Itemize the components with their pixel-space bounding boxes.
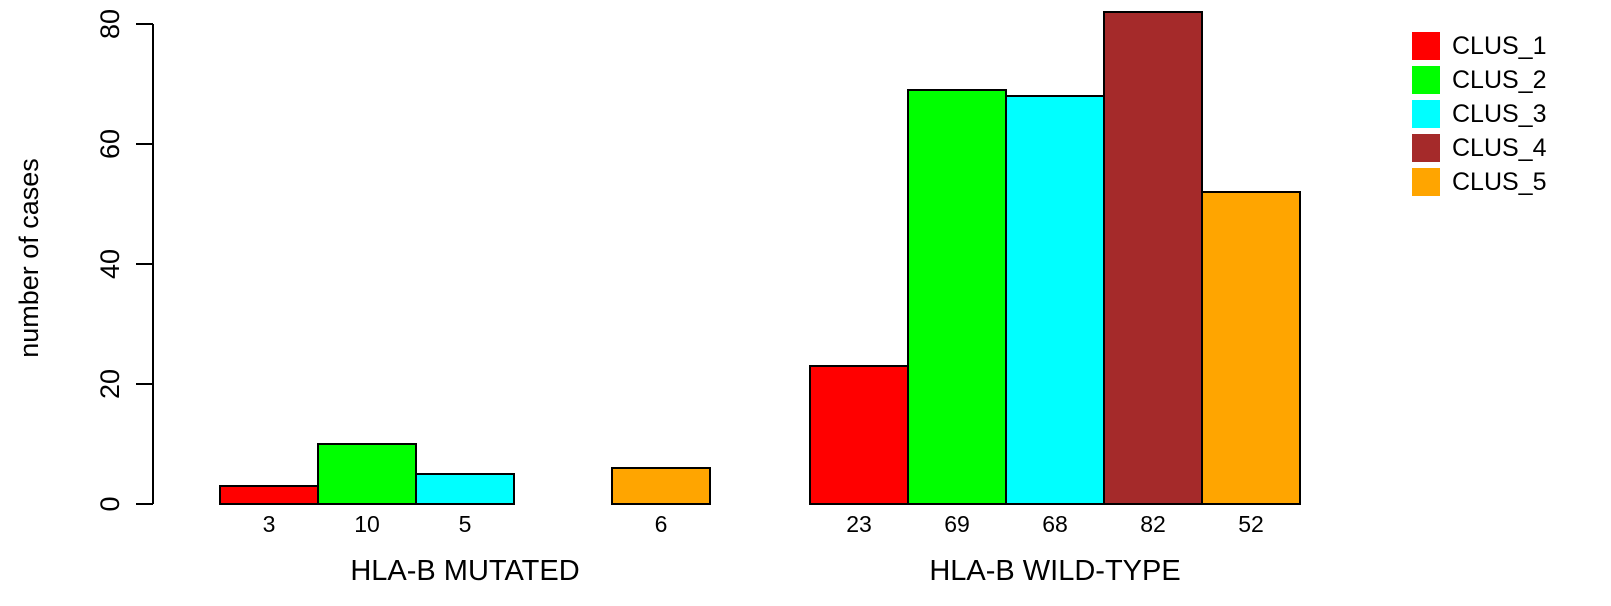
category-labels-layer: HLA-B MUTATED HLA-B WILD-TYPE — [350, 555, 1180, 587]
bar — [317, 443, 417, 505]
data-labels-layer: 3 10 5 6 23 69 68 82 52 — [263, 511, 1264, 537]
bar-data-label: 69 — [944, 511, 970, 537]
bar — [611, 467, 711, 505]
y-tick-label: 80 — [95, 9, 125, 39]
y-tick-label: 0 — [95, 496, 125, 511]
legend-swatch — [1412, 100, 1440, 128]
legend-label: CLUS_5 — [1452, 168, 1547, 196]
legend-swatch — [1412, 134, 1440, 162]
bar — [415, 473, 515, 505]
bar — [809, 365, 909, 505]
legend-label: CLUS_3 — [1452, 100, 1547, 128]
bar — [1201, 191, 1301, 505]
bar-data-label: 82 — [1140, 511, 1166, 537]
bar — [1005, 95, 1105, 505]
bar-data-label: 5 — [459, 511, 472, 537]
legend-label: CLUS_1 — [1452, 32, 1547, 60]
bar-data-label: 68 — [1042, 511, 1068, 537]
y-tick-label: 60 — [95, 129, 125, 159]
legend-swatch — [1412, 168, 1440, 196]
y-axis-label: number of cases — [14, 158, 44, 358]
bar-data-label: 6 — [655, 511, 668, 537]
bars-layer — [219, 11, 1301, 505]
y-axis: 0 20 40 60 80 — [95, 9, 154, 512]
bar — [1103, 11, 1203, 505]
legend-swatch — [1412, 66, 1440, 94]
bar-data-label: 52 — [1238, 511, 1264, 537]
bar-data-label: 3 — [263, 511, 276, 537]
bar — [219, 485, 319, 505]
bar-data-label: 10 — [354, 511, 380, 537]
y-tick-label: 40 — [95, 249, 125, 279]
y-tick-label: 20 — [95, 369, 125, 399]
category-label: HLA-B MUTATED — [350, 555, 579, 587]
bar — [907, 89, 1007, 505]
bar-data-label: 23 — [846, 511, 872, 537]
legend-label: CLUS_2 — [1452, 66, 1547, 94]
legend: CLUS_1 CLUS_2 CLUS_3 CLUS_4 CLUS_5 — [1412, 32, 1547, 196]
legend-label: CLUS_4 — [1452, 134, 1547, 162]
legend-swatch — [1412, 32, 1440, 60]
category-label: HLA-B WILD-TYPE — [929, 555, 1180, 587]
